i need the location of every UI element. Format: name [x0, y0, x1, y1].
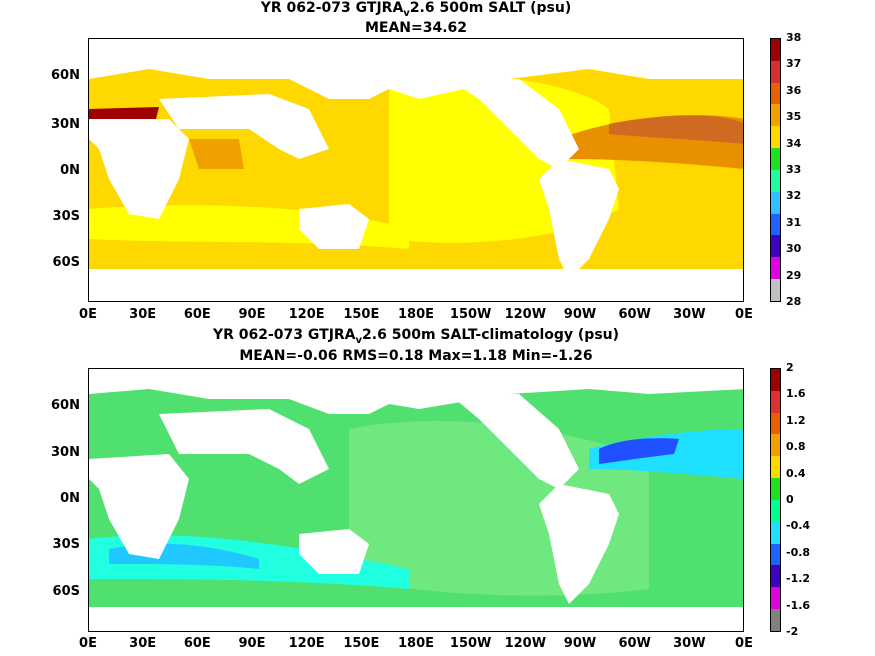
top-xlabel: 120W	[504, 307, 547, 322]
bottom-colorbar-segment	[771, 434, 780, 457]
top-title-line1: YR 062-073 GTJRAv2.6 500m SALT (psu)	[260, 0, 572, 19]
bottom-colorbar-label: 0.8	[786, 440, 806, 454]
bottom-xlabel: 0E	[735, 636, 753, 651]
bottom-colorbar-segment	[771, 565, 780, 588]
bottom-xlabel: 150W	[449, 636, 492, 651]
top-colorbar-segment	[771, 39, 780, 61]
bottom-xlabel: 180E	[397, 636, 435, 651]
top-colorbar	[770, 38, 781, 302]
top-colorbar-segment	[771, 60, 780, 83]
top-colorbar-label: 35	[786, 110, 802, 124]
bottom-colorbar-label: 0	[786, 493, 794, 506]
bottom-colorbar-segment	[771, 587, 780, 610]
bottom-ylabel-60n: 60N	[51, 398, 80, 413]
top-colorbar-label: 33	[786, 163, 802, 176]
top-colorbar-segment	[771, 148, 780, 170]
top-ylabel-30s: 30S	[52, 209, 80, 224]
bottom-colorbar-label: -2	[786, 625, 799, 638]
top-colorbar-segment	[771, 279, 780, 301]
top-xlabel: 30W	[673, 307, 706, 322]
top-ylabel-30n: 30N	[51, 117, 80, 132]
bottom-colorbar-segment	[771, 456, 780, 479]
top-colorbar-label: 31	[786, 215, 802, 229]
top-ylabel-60s: 60S	[52, 255, 80, 270]
top-colorbar-label: 28	[786, 295, 802, 308]
top-xlabel: 150E	[343, 307, 380, 322]
top-xlabel: 0E	[735, 307, 753, 322]
top-colorbar-segment	[771, 257, 780, 280]
bottom-colorbar-label: 2	[786, 361, 794, 374]
bottom-xlabel: 150E	[343, 636, 380, 651]
bottom-colorbar-label: -1.2	[786, 572, 811, 586]
top-colorbar-segment	[771, 126, 780, 149]
bottom-ylabel-30s: 30S	[52, 537, 80, 552]
top-colorbar-label: 29	[786, 268, 802, 282]
top-colorbar-label: 32	[786, 189, 802, 203]
top-colorbar-segment	[771, 82, 780, 105]
bottom-ylabel-60s: 60S	[52, 584, 80, 599]
top-xlabel: 0E	[79, 307, 97, 322]
bottom-colorbar-segment	[771, 369, 780, 391]
top-colorbar-segment	[771, 104, 780, 127]
bottom-colorbar-segment	[771, 609, 780, 631]
top-salinity-map	[88, 38, 744, 302]
top-xlabel: 90E	[238, 307, 266, 322]
bottom-colorbar-segment	[771, 390, 780, 413]
bottom-colorbar-segment	[771, 412, 780, 435]
top-ylabel-0n: 0N	[60, 163, 80, 178]
bottom-colorbar-segment	[771, 521, 780, 544]
top-colorbar-label: 30	[786, 242, 802, 256]
bottom-colorbar-label: -0.8	[786, 545, 811, 559]
bottom-colorbar-label: 1.2	[786, 413, 806, 427]
top-ylabel-60n: 60N	[51, 68, 80, 83]
bottom-anomaly-map	[88, 368, 744, 632]
bottom-xlabel: 120E	[288, 636, 325, 651]
top-colorbar-segment	[771, 169, 780, 192]
bottom-title-line1: YR 062-073 GTJRAv2.6 500m SALT-climatolo…	[212, 327, 620, 346]
bottom-xlabel: 60W	[618, 636, 651, 651]
top-xlabel: 30E	[129, 307, 157, 322]
top-colorbar-segment	[771, 213, 780, 236]
top-colorbar-label: 38	[786, 31, 802, 44]
bottom-xlabel: 90E	[238, 636, 266, 651]
top-xlabel: 60E	[183, 307, 211, 322]
top-colorbar-label: 36	[786, 83, 802, 97]
bottom-xlabel: 90W	[563, 636, 597, 651]
bottom-colorbar-label: 0.4	[786, 466, 806, 480]
bottom-xlabel: 60E	[183, 636, 211, 651]
bottom-colorbar-segment	[771, 478, 780, 500]
top-title-line2: MEAN=34.62	[364, 20, 468, 36]
top-xlabel: 60W	[618, 307, 651, 322]
bottom-xlabel: 30W	[673, 636, 706, 651]
bottom-xlabel: 120W	[504, 636, 547, 651]
top-colorbar-segment	[771, 235, 780, 258]
top-xlabel: 150W	[449, 307, 492, 322]
top-colorbar-label: 37	[786, 57, 802, 71]
bottom-colorbar-label: 1.6	[786, 387, 806, 401]
bottom-ylabel-0n: 0N	[60, 491, 80, 506]
bottom-xlabel: 0E	[79, 636, 97, 651]
bottom-colorbar-segment	[771, 499, 780, 522]
top-colorbar-segment	[771, 191, 780, 214]
bottom-colorbar-label: -1.6	[786, 598, 811, 612]
bottom-ylabel-30n: 30N	[51, 445, 80, 460]
bottom-xlabel: 30E	[129, 636, 157, 651]
top-xlabel: 90W	[563, 307, 597, 322]
top-xlabel: 120E	[288, 307, 325, 322]
bottom-colorbar-segment	[771, 543, 780, 566]
bottom-colorbar-label: -0.4	[786, 519, 811, 533]
bottom-colorbar	[770, 368, 781, 632]
top-xlabel: 180E	[397, 307, 435, 322]
top-colorbar-label: 34	[786, 136, 802, 150]
bottom-title-line2: MEAN=-0.06 RMS=0.18 Max=1.18 Min=-1.26	[239, 348, 593, 364]
